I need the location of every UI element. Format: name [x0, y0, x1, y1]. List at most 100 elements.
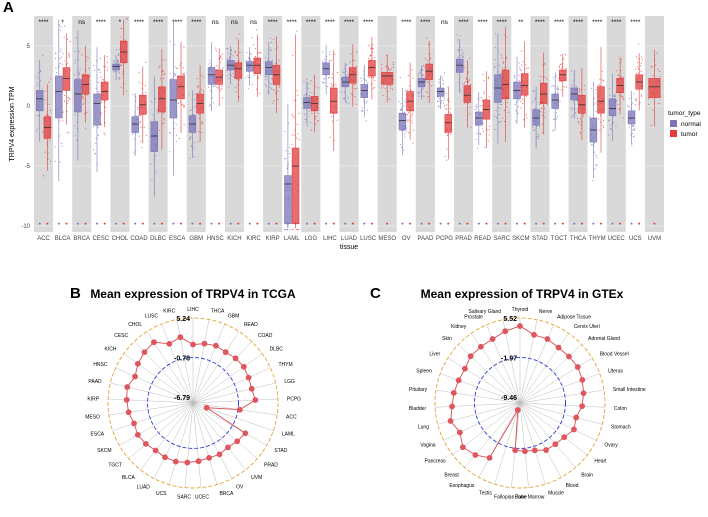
normal-outlier: [630, 222, 633, 225]
x-tick-label: SKCM: [512, 236, 529, 242]
tumor-point: [446, 108, 448, 110]
tumor-point: [641, 58, 643, 61]
tumor-outlier: [103, 222, 106, 225]
normal-point: [232, 72, 234, 74]
normal-point: [169, 40, 171, 42]
normal-point: [37, 115, 39, 117]
tumor-point: [120, 64, 123, 66]
tumor-point: [298, 138, 300, 140]
normal-point: [614, 93, 616, 96]
tumor-point: [197, 85, 199, 87]
normal-point: [556, 88, 558, 90]
tumor-point: [221, 58, 223, 60]
tumor-point: [482, 130, 484, 132]
normal-point: [284, 229, 286, 231]
tumor-point: [407, 120, 409, 122]
tumor-point: [257, 77, 259, 79]
radar-point: [517, 323, 523, 329]
radar-axis-label: KIRC: [163, 309, 175, 315]
radar-spoke: [128, 402, 194, 459]
significance-label: *: [119, 19, 122, 26]
radar-axis-label: PCPG: [287, 397, 301, 403]
tumor-point: [329, 136, 331, 138]
normal-point: [329, 54, 331, 56]
tumor-point: [602, 119, 604, 121]
normal-outlier: [458, 222, 461, 225]
tumor-point: [602, 126, 605, 129]
x-tick-label: KIRP: [266, 236, 280, 242]
normal-point: [627, 105, 629, 107]
normal-point: [306, 78, 308, 80]
tumor-point: [392, 66, 394, 68]
tumor-point: [406, 89, 408, 91]
normal-outlier: [96, 222, 98, 225]
radar-outer-ring: [434, 317, 606, 489]
normal-point: [475, 138, 477, 141]
tumor-point: [355, 65, 357, 68]
normal-point: [250, 60, 252, 62]
tumor-point: [526, 117, 528, 119]
normal-point: [98, 90, 100, 93]
radar-axis-label: Breast: [444, 472, 459, 478]
normal-point: [113, 71, 115, 73]
tumor-point: [353, 83, 355, 86]
normal-outlier: [115, 222, 118, 225]
x-tick-label: CESC: [92, 236, 109, 242]
tumor-point: [274, 90, 276, 92]
tumor-point: [259, 74, 261, 76]
x-tick-label: SARC: [493, 236, 510, 242]
tumor-point: [203, 76, 205, 78]
normal-point: [595, 154, 597, 156]
tumor-point: [237, 53, 239, 56]
normal-point: [590, 87, 593, 89]
x-tick-label: DLBC: [150, 236, 167, 242]
tumor-outlier: [84, 222, 87, 225]
tumor-point: [640, 94, 642, 96]
normal-point: [403, 111, 405, 114]
normal-point: [348, 103, 350, 105]
normal-outlier: [496, 222, 499, 225]
normal-outlier: [38, 222, 41, 225]
tumor-box: [425, 63, 433, 80]
tumor-point: [482, 74, 484, 76]
tumor-point: [66, 131, 69, 133]
tumor-point: [164, 72, 166, 75]
normal-point: [555, 112, 557, 114]
tumor-point: [182, 73, 184, 75]
tumor-point: [560, 80, 562, 83]
tumor-point: [654, 64, 657, 66]
tumor-point: [558, 65, 561, 67]
tumor-point: [81, 54, 83, 56]
tumor-point: [198, 117, 201, 120]
significance-label: ****: [38, 19, 49, 26]
significance-label: ****: [535, 19, 546, 26]
tumor-outlier: [619, 222, 622, 225]
normal-point: [494, 58, 496, 61]
normal-point: [270, 50, 272, 52]
normal-point: [552, 129, 554, 131]
normal-point: [117, 61, 120, 63]
normal-point: [518, 79, 520, 82]
normal-box: [265, 61, 273, 76]
significance-label: ****: [153, 19, 164, 26]
normal-point: [614, 94, 616, 97]
tumor-outlier: [65, 222, 68, 225]
normal-point: [534, 97, 536, 99]
normal-point: [499, 121, 501, 123]
radar-spoke: [192, 402, 233, 479]
tumor-point: [390, 68, 393, 70]
radar-point: [477, 343, 484, 350]
tumor-point: [331, 73, 333, 75]
normal-point: [271, 77, 273, 80]
tumor-point: [503, 120, 506, 123]
tumor-point: [426, 92, 428, 94]
normal-point: [346, 74, 348, 76]
tumor-point: [505, 57, 507, 59]
normal-box: [112, 63, 120, 71]
normal-point: [132, 94, 134, 96]
normal-point: [79, 68, 81, 70]
normal-point: [289, 153, 291, 155]
tumor-point: [217, 87, 220, 89]
tumor-point: [647, 103, 650, 105]
significance-label: ****: [191, 19, 202, 26]
